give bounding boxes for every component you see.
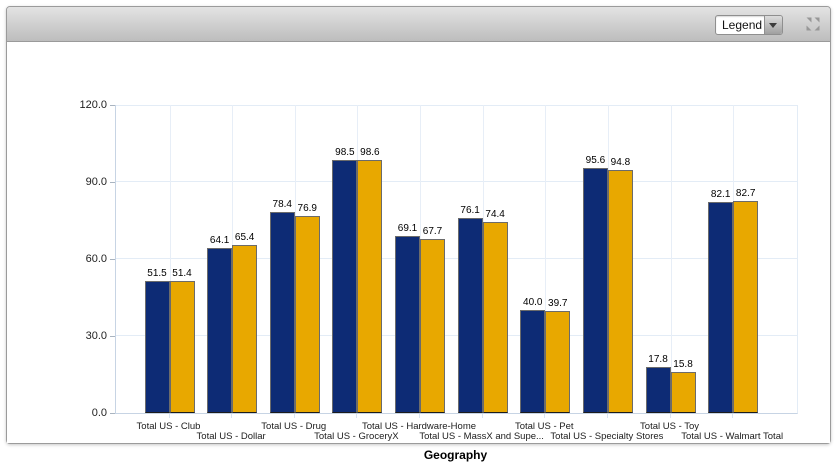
bar-value-label: 39.7: [548, 298, 568, 309]
bar-value-label: 51.4: [172, 268, 192, 279]
bar-blue[interactable]: [582, 168, 608, 413]
y-axis-tick-label: 30.0: [85, 330, 107, 342]
x-category-label: Total US - Drug: [261, 421, 327, 432]
y-axis-tick: [110, 413, 115, 414]
chart-widget-window: Legend 51.5 51.4 64.1 65.4 78.4 76.9 98.5 98.6 6…: [6, 6, 831, 462]
y-axis-tick: [110, 105, 115, 106]
bar-gold[interactable]: [169, 281, 195, 413]
x-axis-tick: [669, 414, 671, 418]
bar-value-label: 67.7: [422, 226, 443, 237]
y-gridline: [116, 335, 797, 336]
y-axis-tick-label: 0.0: [91, 407, 107, 419]
y-gridline: [116, 258, 797, 259]
bar-value-label: 17.8: [648, 354, 668, 365]
x-category-label: Total US - Hardware-Home: [361, 421, 477, 432]
x-category-label: Total US - GroceryX: [314, 431, 399, 442]
widget-toolbar: Legend: [7, 7, 830, 42]
x-axis-tick: [606, 414, 608, 418]
bar-value-label: 51.5: [147, 268, 167, 279]
x-axis-tick: [293, 414, 295, 418]
bar-value-label: 94.8: [610, 157, 631, 168]
legend-dropdown[interactable]: Legend: [715, 15, 783, 35]
bar-value-label: 82.1: [710, 189, 731, 200]
x-category-label: Total US - Pet: [514, 421, 574, 432]
bar-gold[interactable]: [357, 160, 383, 413]
y-axis-tick: [110, 182, 115, 183]
bar-gold[interactable]: [232, 245, 258, 413]
bar-value-label: 65.4: [234, 232, 255, 243]
y-axis-tick-label: 60.0: [85, 253, 107, 265]
bar-value-label: 76.1: [460, 205, 480, 216]
bar-value-label: 40.0: [523, 297, 543, 308]
bar-value-label: 74.4: [485, 209, 505, 220]
bar-value-label: 95.6: [585, 155, 606, 166]
bar-gold[interactable]: [733, 201, 759, 413]
x-category-label: Total US - MassX and Supe...: [419, 431, 544, 442]
y-axis-tick-label: 120.0: [79, 99, 107, 111]
bar-value-label: 78.4: [272, 199, 292, 210]
bar-value-label: 98.6: [360, 147, 380, 158]
bar-blue[interactable]: [645, 367, 671, 413]
bar-value-label: 98.5: [335, 147, 355, 158]
y-gridline: [116, 181, 797, 182]
x-axis-tick: [168, 414, 170, 418]
x-axis-tick: [356, 414, 358, 418]
category-gridline: [670, 105, 672, 413]
bar-gold[interactable]: [482, 222, 508, 413]
bar-value-label: 15.8: [673, 359, 693, 370]
x-category-label: Total US - Specialty Stores: [550, 431, 664, 442]
x-axis-tick: [481, 414, 483, 418]
y-axis-tick: [110, 259, 115, 260]
y-axis-tick: [110, 336, 115, 337]
bar-blue[interactable]: [269, 212, 295, 413]
bar-blue[interactable]: [332, 160, 358, 413]
x-axis-tick: [419, 414, 421, 418]
legend-dropdown-value: Legend: [722, 18, 763, 32]
bar-blue[interactable]: [395, 236, 421, 413]
bar-gold[interactable]: [420, 239, 446, 413]
bar-gold[interactable]: [545, 311, 571, 413]
collapse-arrows-icon[interactable]: [804, 15, 822, 33]
y-axis-tick-label: 90.0: [85, 176, 107, 188]
bar-value-label: 69.1: [397, 223, 418, 234]
plot-area: 51.5 51.4 64.1 65.4 78.4 76.9 98.5 98.6 69.1 67.7…: [115, 105, 798, 414]
x-category-label: Total US - Toy: [640, 421, 700, 432]
x-axis-tick: [732, 414, 734, 418]
chevron-down-icon[interactable]: [764, 16, 782, 34]
bar-blue[interactable]: [207, 248, 233, 413]
x-axis-title: Geography: [423, 448, 488, 462]
bar-blue[interactable]: [457, 218, 483, 413]
bar-value-label: 82.7: [735, 188, 756, 199]
x-category-label: Total US - Walmart Total: [681, 431, 784, 442]
bar-gold[interactable]: [607, 170, 633, 413]
bar-gold[interactable]: [294, 216, 320, 413]
bar-value-label: 64.1: [209, 235, 230, 246]
category-gridline: [169, 105, 171, 413]
bar-gold[interactable]: [670, 372, 696, 413]
y-gridline: [116, 105, 797, 106]
bar-blue[interactable]: [520, 310, 546, 413]
x-axis-tick: [544, 414, 546, 418]
x-category-label: Total US - Dollar: [196, 431, 266, 442]
bar-blue[interactable]: [708, 202, 734, 413]
x-category-label: Total US - Club: [136, 421, 201, 432]
bar-chart: 51.5 51.4 64.1 65.4 78.4 76.9 98.5 98.6 69.1 67.7…: [7, 42, 830, 462]
chevron-down-glyph: [769, 23, 777, 28]
x-axis-tick: [231, 414, 233, 418]
bar-blue[interactable]: [144, 281, 170, 413]
category-gridline: [545, 105, 547, 413]
bar-value-label: 76.9: [297, 203, 317, 214]
